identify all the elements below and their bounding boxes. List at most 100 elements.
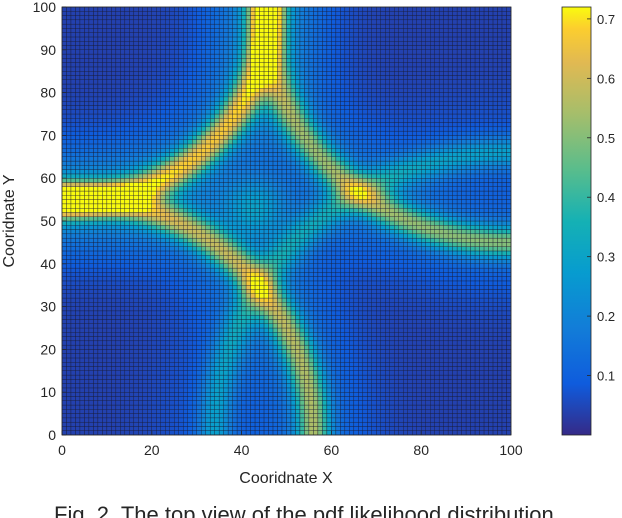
heatmap-cell	[124, 302, 130, 307]
heatmap-cell	[102, 362, 108, 367]
heatmap-cell	[156, 96, 161, 102]
heatmap-cell	[259, 344, 265, 350]
heatmap-cell	[268, 310, 274, 316]
heatmap-cell	[160, 105, 166, 110]
heatmap-cell	[88, 323, 94, 329]
heatmap-cell	[102, 58, 108, 63]
heatmap-cell	[250, 118, 256, 123]
heatmap-cell	[272, 23, 278, 29]
heatmap-cell	[174, 255, 179, 260]
heatmap-cell	[165, 327, 170, 333]
heatmap-cell	[241, 11, 247, 16]
heatmap-cell	[88, 379, 94, 384]
heatmap-cell	[263, 152, 269, 157]
heatmap-cell	[178, 293, 184, 299]
heatmap-cell	[272, 220, 278, 226]
heatmap-cell	[241, 19, 247, 25]
heatmap-cell	[268, 242, 274, 247]
heatmap-cell	[142, 186, 148, 192]
heatmap-cell	[124, 79, 130, 85]
heatmap-cell	[201, 242, 206, 247]
heatmap-cell	[88, 349, 94, 354]
heatmap-cell	[223, 207, 229, 213]
heatmap-cell	[115, 203, 121, 209]
heatmap-cell	[241, 267, 247, 273]
heatmap-cell	[160, 113, 166, 119]
heatmap-cell	[232, 207, 238, 213]
heatmap-cell	[106, 409, 112, 414]
heatmap-cell	[93, 362, 99, 367]
heatmap-cell	[174, 319, 179, 324]
heatmap-cell	[88, 83, 94, 89]
heatmap-cell	[223, 400, 229, 406]
heatmap-cell	[79, 28, 85, 33]
heatmap-cell	[93, 126, 99, 132]
heatmap-cell	[147, 53, 152, 59]
heatmap-cell	[75, 404, 81, 410]
heatmap-cell	[93, 332, 99, 337]
heatmap-cell	[254, 11, 260, 16]
heatmap-cell	[138, 19, 143, 25]
heatmap-cell	[250, 109, 256, 115]
heatmap-cell	[223, 263, 229, 269]
heatmap-cell	[205, 45, 211, 50]
heatmap-cell	[102, 71, 108, 76]
heatmap-cell	[178, 216, 184, 222]
heatmap-cell	[277, 242, 283, 247]
heatmap-cell	[129, 62, 135, 68]
heatmap-cell	[183, 96, 188, 102]
heatmap-cell	[66, 430, 72, 436]
heatmap-cell	[165, 276, 170, 282]
heatmap-cell	[227, 250, 233, 256]
heatmap-cell	[84, 336, 90, 342]
heatmap-cell	[66, 310, 72, 316]
heatmap-cell	[236, 242, 242, 247]
heatmap-cell	[236, 139, 242, 145]
heatmap-cell	[250, 160, 256, 166]
heatmap-cell	[245, 199, 251, 205]
heatmap-cell	[263, 11, 269, 16]
heatmap-cell	[201, 195, 206, 200]
heatmap-cell	[169, 36, 175, 42]
heatmap-cell	[129, 357, 135, 363]
heatmap-cell	[201, 165, 206, 170]
heatmap-cell	[178, 387, 184, 393]
heatmap-cell	[178, 297, 184, 303]
heatmap-cell	[115, 41, 121, 46]
heatmap-cell	[241, 430, 247, 436]
heatmap-cell	[259, 41, 265, 46]
heatmap-cell	[79, 392, 85, 397]
heatmap-cell	[79, 314, 85, 320]
heatmap-cell	[272, 225, 278, 230]
heatmap-cell	[75, 379, 81, 384]
heatmap-cell	[245, 53, 251, 59]
heatmap-cell	[160, 310, 166, 316]
heatmap-cell	[245, 212, 251, 217]
heatmap-cell	[106, 246, 112, 252]
heatmap-cell	[106, 366, 112, 371]
heatmap-cell	[214, 207, 220, 213]
heatmap-cell	[205, 165, 211, 170]
heatmap-cell	[115, 246, 121, 252]
heatmap-cell	[183, 83, 188, 89]
heatmap-cell	[102, 276, 108, 282]
heatmap-cell	[218, 409, 224, 414]
heatmap-cell	[174, 169, 179, 175]
heatmap-cell	[174, 148, 179, 153]
heatmap-cell	[124, 323, 130, 329]
heatmap-cell	[169, 71, 175, 76]
heatmap-cell	[232, 199, 238, 205]
heatmap-cell	[75, 58, 81, 63]
heatmap-cell	[84, 310, 90, 316]
heatmap-cell	[209, 246, 215, 252]
heatmap-cell	[250, 220, 256, 226]
heatmap-cell	[272, 152, 278, 157]
heatmap-cell	[120, 203, 126, 209]
heatmap-cell	[218, 246, 224, 252]
heatmap-cell	[223, 152, 229, 157]
heatmap-cell	[205, 306, 211, 312]
heatmap-cell	[97, 139, 103, 145]
heatmap-cell	[223, 255, 229, 260]
heatmap-cell	[70, 83, 76, 89]
heatmap-cell	[79, 49, 85, 55]
